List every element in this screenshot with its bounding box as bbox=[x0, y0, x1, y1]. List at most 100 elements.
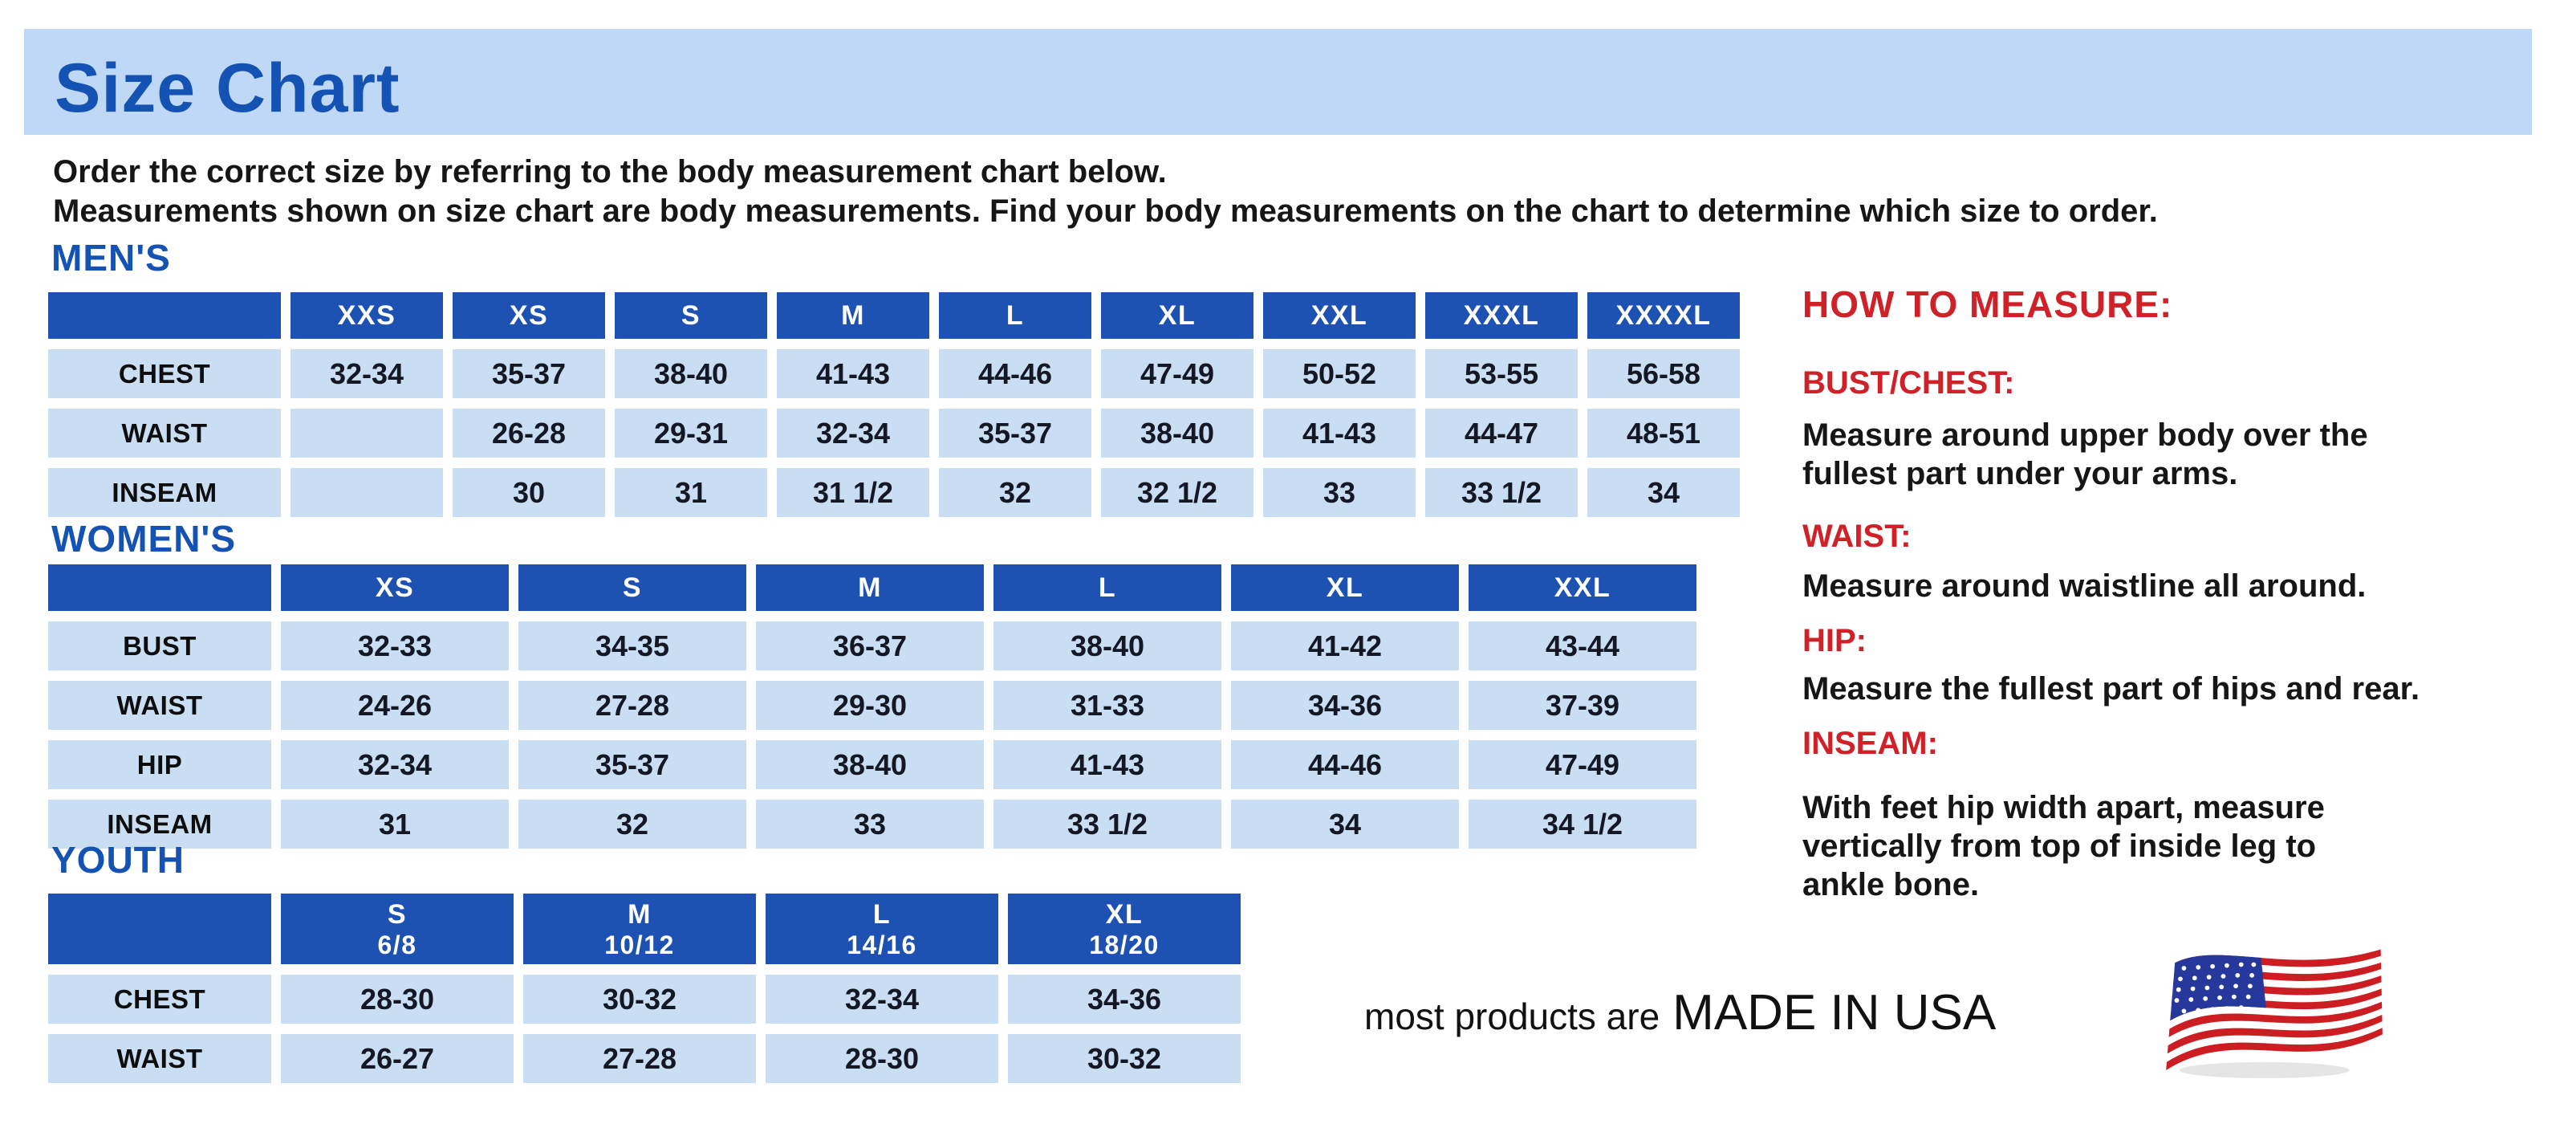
size-column-header: XS bbox=[281, 564, 509, 611]
size-value-cell: 32-33 bbox=[281, 621, 509, 670]
size-value-cell: 33 bbox=[1263, 468, 1416, 517]
row-label: WAIST bbox=[48, 681, 271, 730]
size-value-cell: 48-51 bbox=[1587, 409, 1740, 458]
size-value-cell: 29-31 bbox=[615, 409, 767, 458]
womens-size-table: XS S M L XL XXL BUST 32-33 34-35 36-37 3… bbox=[39, 554, 1706, 859]
size-value-cell: 32 bbox=[939, 468, 1091, 517]
size-column-header: M bbox=[756, 564, 984, 611]
size-value-cell: 30 bbox=[453, 468, 605, 517]
section-heading-womens: WOMEN'S bbox=[51, 518, 237, 560]
row-label: BUST bbox=[48, 621, 271, 670]
size-value-cell: 27-28 bbox=[518, 681, 746, 730]
size-value-cell: 24-26 bbox=[281, 681, 509, 730]
table-row: INSEAM 31 32 33 33 1/2 34 34 1/2 bbox=[48, 800, 1696, 849]
size-value-cell: 33 bbox=[756, 800, 984, 849]
size-label: XL bbox=[1105, 899, 1144, 930]
size-value-cell: 38-40 bbox=[1101, 409, 1253, 458]
size-value-cell: 31 bbox=[615, 468, 767, 517]
size-value-cell: 43-44 bbox=[1469, 621, 1696, 670]
measure-text-line: With feet hip width apart, measure bbox=[1802, 790, 2325, 825]
size-value-cell: 32-34 bbox=[777, 409, 929, 458]
size-value-cell: 41-43 bbox=[1263, 409, 1416, 458]
size-value-cell: 38-40 bbox=[615, 349, 767, 398]
size-value-cell: 53-55 bbox=[1425, 349, 1578, 398]
size-column-header: L bbox=[939, 292, 1091, 339]
measure-text-line: Measure around waistline all around. bbox=[1802, 568, 2367, 604]
size-value-cell: 38-40 bbox=[756, 740, 984, 789]
measure-text-inseam: With feet hip width apart, measure verti… bbox=[1802, 788, 2325, 904]
measure-text-line: ankle bone. bbox=[1802, 867, 1980, 902]
row-label: INSEAM bbox=[48, 468, 281, 517]
size-value-cell: 44-47 bbox=[1425, 409, 1578, 458]
table-row: INSEAM 30 31 31 1/2 32 32 1/2 33 33 1/2 … bbox=[48, 468, 1740, 517]
size-value-cell: 41-42 bbox=[1231, 621, 1459, 670]
size-value-cell: 37-39 bbox=[1469, 681, 1696, 730]
size-column-header: XL 18/20 bbox=[1008, 894, 1241, 964]
title-banner: Size Chart bbox=[24, 29, 2532, 135]
size-value-cell: 29-30 bbox=[756, 681, 984, 730]
made-in-usa-line: most products are MADE IN USA bbox=[1364, 984, 1996, 1041]
size-value-cell bbox=[291, 409, 443, 458]
size-value-cell: 33 1/2 bbox=[1425, 468, 1578, 517]
size-column-header bbox=[48, 564, 271, 611]
size-value-cell: 32-34 bbox=[291, 349, 443, 398]
size-range-label: 18/20 bbox=[1089, 930, 1160, 959]
section-heading-youth: YOUTH bbox=[51, 839, 185, 881]
row-label: CHEST bbox=[48, 349, 281, 398]
size-value-cell: 32 1/2 bbox=[1101, 468, 1253, 517]
size-column-header: XXL bbox=[1263, 292, 1416, 339]
measure-label-waist: WAIST: bbox=[1802, 519, 1912, 554]
table-row: BUST 32-33 34-35 36-37 38-40 41-42 43-44 bbox=[48, 621, 1696, 670]
size-value-cell: 34-36 bbox=[1231, 681, 1459, 730]
section-heading-mens: MEN'S bbox=[51, 237, 171, 279]
size-value-cell: 31 1/2 bbox=[777, 468, 929, 517]
row-label: INSEAM bbox=[48, 800, 271, 849]
size-column-header: S 6/8 bbox=[281, 894, 514, 964]
size-value-cell: 50-52 bbox=[1263, 349, 1416, 398]
table-row: CHEST 32-34 35-37 38-40 41-43 44-46 47-4… bbox=[48, 349, 1740, 398]
table-row: WAIST 24-26 27-28 29-30 31-33 34-36 37-3… bbox=[48, 681, 1696, 730]
table-header-row: XS S M L XL XXL bbox=[48, 564, 1696, 611]
youth-size-table: S 6/8 M 10/12 L 14/16 XL 18/20 CHEST 28-30 3… bbox=[39, 883, 1250, 1093]
size-column-header: S bbox=[615, 292, 767, 339]
size-value-cell bbox=[291, 468, 443, 517]
table-row: WAIST 26-27 27-28 28-30 30-32 bbox=[48, 1034, 1241, 1083]
size-value-cell: 34 bbox=[1587, 468, 1740, 517]
intro-line-1: Order the correct size by referring to t… bbox=[53, 154, 1167, 189]
measure-text-hip: Measure the fullest part of hips and rea… bbox=[1802, 670, 2420, 708]
row-label: WAIST bbox=[48, 409, 281, 458]
measure-label-inseam: INSEAM: bbox=[1802, 726, 1938, 761]
size-value-cell: 56-58 bbox=[1587, 349, 1740, 398]
size-value-cell: 41-43 bbox=[993, 740, 1221, 789]
row-label: WAIST bbox=[48, 1034, 271, 1083]
size-value-cell: 26-28 bbox=[453, 409, 605, 458]
size-value-cell: 30-32 bbox=[523, 975, 756, 1024]
size-column-header: S bbox=[518, 564, 746, 611]
size-value-cell: 30-32 bbox=[1008, 1034, 1241, 1083]
size-value-cell: 44-46 bbox=[1231, 740, 1459, 789]
intro-line-2: Measurements shown on size chart are bod… bbox=[53, 193, 2158, 229]
table-row: HIP 32-34 35-37 38-40 41-43 44-46 47-49 bbox=[48, 740, 1696, 789]
measure-text-line: Measure around upper body over the bbox=[1802, 417, 2368, 453]
size-column-header: L 14/16 bbox=[766, 894, 998, 964]
made-in-usa-prefix: most products are bbox=[1364, 996, 1660, 1037]
size-label: S bbox=[387, 899, 408, 930]
size-value-cell: 31 bbox=[281, 800, 509, 849]
size-value-cell: 26-27 bbox=[281, 1034, 514, 1083]
size-value-cell: 35-37 bbox=[453, 349, 605, 398]
size-column-header: M 10/12 bbox=[523, 894, 756, 964]
size-value-cell: 44-46 bbox=[939, 349, 1091, 398]
table-header-row: S 6/8 M 10/12 L 14/16 XL 18/20 bbox=[48, 894, 1241, 964]
size-value-cell: 28-30 bbox=[281, 975, 514, 1024]
size-value-cell: 31-33 bbox=[993, 681, 1221, 730]
size-value-cell: 35-37 bbox=[518, 740, 746, 789]
size-column-header: XXXXL bbox=[1587, 292, 1740, 339]
size-column-header: M bbox=[777, 292, 929, 339]
measure-label-bust-chest: BUST/CHEST: bbox=[1802, 365, 2015, 401]
size-range-label: 14/16 bbox=[847, 930, 917, 959]
measure-text-line: fullest part under your arms. bbox=[1802, 456, 2238, 491]
measure-text-bust-chest: Measure around upper body over the fulle… bbox=[1802, 416, 2368, 493]
size-label: M bbox=[628, 899, 652, 930]
size-range-label: 10/12 bbox=[604, 930, 675, 959]
